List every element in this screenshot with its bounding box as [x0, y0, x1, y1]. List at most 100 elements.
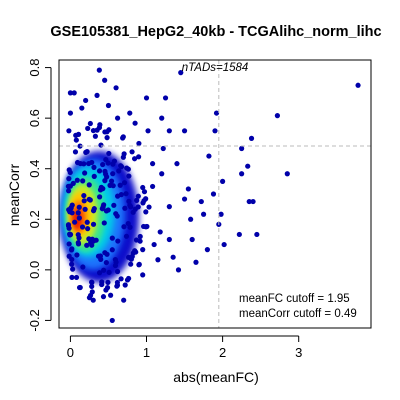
scatter-point — [129, 257, 134, 262]
scatter-point — [105, 280, 110, 285]
scatter-point — [102, 129, 107, 134]
scatter-point — [176, 267, 181, 272]
scatter-point — [73, 133, 78, 138]
scatter-point — [123, 282, 128, 287]
scatter-point — [138, 239, 143, 244]
scatter-point — [83, 98, 88, 103]
scatter-point — [94, 93, 99, 98]
scatter-point — [239, 146, 244, 151]
scatter-point — [93, 134, 98, 139]
scatter-point — [171, 255, 176, 260]
ntads-label: nTADs=1584 — [182, 62, 249, 74]
scatter-point — [106, 160, 111, 165]
scatter-point — [141, 224, 146, 229]
scatter-point — [115, 116, 120, 121]
scatter-point — [105, 285, 110, 290]
scatter-point — [97, 270, 102, 275]
scatter-point — [128, 262, 133, 267]
scatter-point — [121, 224, 126, 229]
scatter-point — [114, 284, 119, 289]
scatter-point — [136, 194, 141, 199]
scatter-point — [140, 247, 145, 252]
y-tick-label: 0.2 — [27, 210, 42, 228]
scatter-point — [66, 226, 71, 231]
scatter-point — [118, 276, 123, 281]
scatter-point — [285, 171, 290, 176]
scatter-point — [85, 226, 90, 231]
scatter-point — [74, 137, 79, 142]
scatter-point — [121, 134, 126, 139]
scatter-point — [102, 220, 107, 225]
scatter-point — [199, 199, 204, 204]
scatter-point — [73, 149, 78, 154]
scatter-point — [174, 161, 179, 166]
scatter-point — [77, 205, 82, 210]
x-tick-label: 0 — [67, 345, 74, 360]
scatter-point — [69, 262, 74, 267]
scatter-point — [182, 128, 187, 133]
scatter-point — [113, 257, 118, 262]
scatter-point — [206, 153, 211, 158]
scatter-point — [92, 174, 97, 179]
x-tick-label: 1 — [143, 345, 150, 360]
scatter-point — [132, 156, 137, 161]
scatter-point — [129, 149, 134, 154]
scatter-point — [110, 247, 115, 252]
scatter-point — [109, 178, 114, 183]
scatter-point — [82, 170, 87, 175]
scatter-point — [126, 173, 131, 178]
scatter-point — [254, 232, 259, 237]
scatter-point — [97, 68, 102, 73]
y-tick-label: 0.0 — [27, 261, 42, 279]
scatter-point — [124, 234, 129, 239]
scatter-point — [121, 298, 126, 303]
scatter-point — [89, 284, 94, 289]
scatter-point — [249, 136, 254, 141]
scatter-point — [99, 282, 104, 287]
scatter-point — [69, 257, 74, 262]
y-axis-label: meanCorr — [6, 164, 22, 227]
scatter-point — [146, 204, 151, 209]
scatter-point — [119, 164, 124, 169]
scatter-point — [98, 142, 103, 147]
scatter-point — [186, 186, 191, 191]
scatter-point — [100, 162, 105, 167]
scatter-point — [77, 285, 82, 290]
scatter-point — [127, 225, 132, 230]
y-tick-label: 0.8 — [27, 59, 42, 77]
scatter-point — [97, 194, 102, 199]
scatter-point — [237, 232, 242, 237]
scatter-point — [88, 197, 93, 202]
scatter-point — [81, 193, 86, 198]
scatter-point — [161, 146, 166, 151]
scatter-point — [142, 189, 147, 194]
scatter-point — [66, 176, 71, 181]
scatter-point — [102, 178, 107, 183]
scatter-point — [102, 250, 107, 255]
scatter-point — [106, 207, 111, 212]
scatter-point — [125, 277, 130, 282]
scatter-point — [68, 110, 73, 115]
scatter-point — [68, 90, 73, 95]
scatter-point — [222, 242, 227, 247]
scatter-point — [110, 318, 115, 323]
scatter-point — [122, 206, 127, 211]
scatter-point — [80, 264, 85, 269]
scatter-point — [205, 247, 210, 252]
scatter-point — [116, 168, 121, 173]
scatter-point — [92, 206, 97, 211]
scatter-point — [91, 165, 96, 170]
scatter-point — [80, 224, 85, 229]
scatter-point — [83, 150, 88, 155]
scatter-point — [106, 103, 111, 108]
scatter-point — [110, 162, 115, 167]
scatter-point — [245, 164, 250, 169]
scatter-point — [133, 249, 138, 254]
x-axis-label: abs(meanFC) — [173, 369, 259, 385]
scatter-point — [182, 196, 187, 201]
scatter-point — [212, 128, 217, 133]
meanfc-cutoff-annotation: meanFC cutoff = 1.95 — [239, 293, 350, 305]
x-tick-label: 2 — [219, 345, 226, 360]
scatter-point — [67, 209, 72, 214]
